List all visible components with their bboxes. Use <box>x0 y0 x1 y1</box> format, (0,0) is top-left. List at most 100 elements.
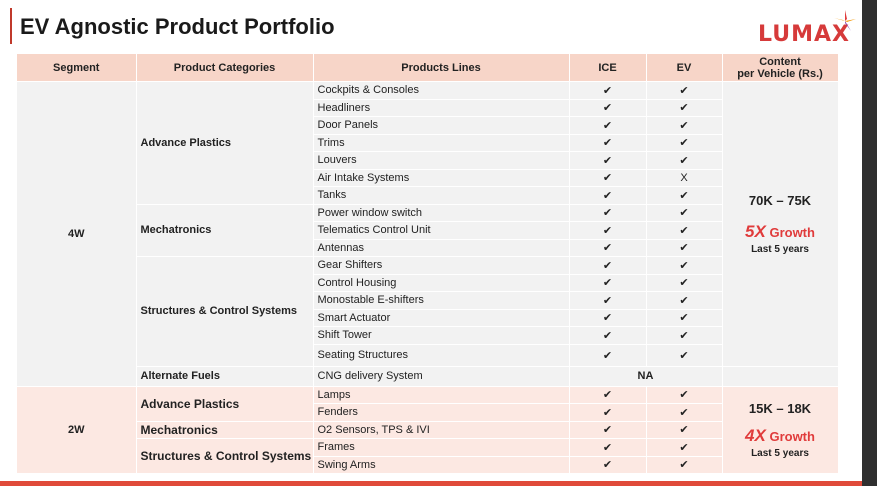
ev-mark: ✔ <box>646 456 723 474</box>
window-edge <box>862 0 877 486</box>
ice-mark: ✔ <box>569 239 647 257</box>
ice-mark: ✔ <box>569 151 647 170</box>
product-line: Lamps <box>313 386 570 404</box>
header-ice: ICE <box>569 54 647 82</box>
content-empty-cell <box>722 366 839 387</box>
product-line: O2 Sensors, TPS & IVI <box>313 421 570 439</box>
product-line: Air Intake Systems <box>313 169 570 187</box>
category-mechatronics-2w: Mechatronics <box>136 421 314 439</box>
header-content-line1: Content <box>759 55 801 68</box>
product-line: Telematics Control Unit <box>313 221 570 240</box>
ev-mark: ✔ <box>646 99 723 117</box>
table-row: Structures & Control Systems Gear Shifte… <box>17 256 838 367</box>
growth-4w: 5X Growth <box>727 222 834 242</box>
ice-mark: ✔ <box>569 221 647 240</box>
product-line: Frames <box>313 438 570 457</box>
content-range-4w: 70K – 75K <box>748 192 812 208</box>
ice-mark: ✔ <box>569 309 647 327</box>
product-line: Antennas <box>313 239 570 257</box>
ev-mark: ✔ <box>646 326 723 345</box>
table-row: Alternate Fuels CNG delivery System NA <box>17 366 839 387</box>
table-header-row: Segment Product Categories Products Line… <box>17 54 839 82</box>
growth-period-4w: Last 5 years <box>751 243 809 255</box>
category-structures-4w: Structures & Control Systems <box>136 256 314 367</box>
ev-mark: ✔ <box>646 151 723 170</box>
table-row: 4W Advance Plastics Cockpits & Consoles … <box>17 81 839 387</box>
category-structures-2w: Structures & Control Systems <box>136 438 314 474</box>
product-line: Smart Actuator <box>313 309 570 327</box>
page-title: EV Agnostic Product Portfolio <box>20 14 335 39</box>
product-line: Headliners <box>313 99 570 117</box>
product-line: Louvers <box>313 151 570 170</box>
segment-2w: 2W <box>17 386 137 474</box>
logo-star-icon <box>834 10 856 31</box>
segment-4w: 4W <box>17 81 137 387</box>
ev-mark: ✔ <box>646 134 723 152</box>
header-product-lines: Products Lines <box>313 54 570 82</box>
product-line: Seating Structures <box>313 344 570 367</box>
product-line: Tanks <box>313 186 570 205</box>
category-alternate-fuels: Alternate Fuels <box>136 366 314 387</box>
product-line: Power window switch <box>313 204 570 222</box>
product-line: Swing Arms <box>313 456 570 474</box>
ice-mark: ✔ <box>569 99 647 117</box>
portfolio-table: Segment Product Categories Products Line… <box>17 54 839 474</box>
category-advance-plastics-4w: Advance Plastics <box>136 81 314 205</box>
product-line: Trims <box>313 134 570 152</box>
growth-multiplier-2w: 4X <box>745 425 766 445</box>
ev-mark: ✔ <box>646 386 723 404</box>
growth-multiplier-4w: 5X <box>745 221 766 241</box>
header-segment: Segment <box>17 54 137 82</box>
product-line: Gear Shifters <box>313 256 570 275</box>
ice-mark: ✔ <box>569 169 647 187</box>
product-line: Fenders <box>313 403 570 422</box>
ice-mark: ✔ <box>569 186 647 205</box>
table-row: Mechatronics Power window switch ✔ ✔ <box>17 204 838 257</box>
ice-mark: ✔ <box>569 344 647 367</box>
ev-mark: ✔ <box>646 421 723 439</box>
na-value: NA <box>569 366 723 387</box>
product-line: Door Panels <box>313 116 570 135</box>
header-content: Content per Vehicle (Rs.) <box>722 54 839 82</box>
product-line: Control Housing <box>313 274 570 292</box>
ev-mark: ✔ <box>646 221 723 240</box>
table-row: Mechatronics O2 Sensors, TPS & IVI ✔ ✔ <box>17 421 838 439</box>
ice-mark: ✔ <box>569 134 647 152</box>
product-line: CNG delivery System <box>313 366 570 387</box>
ice-mark: ✔ <box>569 291 647 310</box>
content-range-2w: 15K – 18K <box>748 400 812 416</box>
ice-mark: ✔ <box>569 204 647 222</box>
title-accent-bar <box>10 8 12 44</box>
ev-mark: ✔ <box>646 204 723 222</box>
table-row: Structures & Control Systems Frames ✔ ✔ <box>17 438 838 474</box>
ev-mark: ✔ <box>646 309 723 327</box>
growth-period-2w: Last 5 years <box>751 447 809 459</box>
header-categories: Product Categories <box>136 54 314 82</box>
content-2w: 15K – 18K 4X Growth Last 5 years <box>722 386 839 474</box>
ev-mark: ✔ <box>646 256 723 275</box>
ice-mark: ✔ <box>569 274 647 292</box>
ev-mark: ✔ <box>646 116 723 135</box>
ev-mark: ✔ <box>646 186 723 205</box>
product-line: Shift Tower <box>313 326 570 345</box>
ev-mark: X <box>646 169 723 187</box>
footer-accent-bar <box>0 481 862 486</box>
ev-mark: ✔ <box>646 239 723 257</box>
ice-mark: ✔ <box>569 421 647 439</box>
product-line: Cockpits & Consoles <box>313 81 570 100</box>
ice-mark: ✔ <box>569 256 647 275</box>
ice-mark: ✔ <box>569 386 647 404</box>
ice-mark: ✔ <box>569 438 647 457</box>
growth-2w: 4X Growth <box>727 426 834 446</box>
ev-mark: ✔ <box>646 81 723 100</box>
header-ev: EV <box>646 54 723 82</box>
lumax-logo: LUMAX <box>758 22 850 47</box>
ice-mark: ✔ <box>569 456 647 474</box>
header-content-line2: per Vehicle (Rs.) <box>737 67 823 80</box>
ev-mark: ✔ <box>646 403 723 422</box>
product-line: Monostable E-shifters <box>313 291 570 310</box>
growth-word-2w: Growth <box>769 428 815 444</box>
ice-mark: ✔ <box>569 81 647 100</box>
ev-mark: ✔ <box>646 274 723 292</box>
